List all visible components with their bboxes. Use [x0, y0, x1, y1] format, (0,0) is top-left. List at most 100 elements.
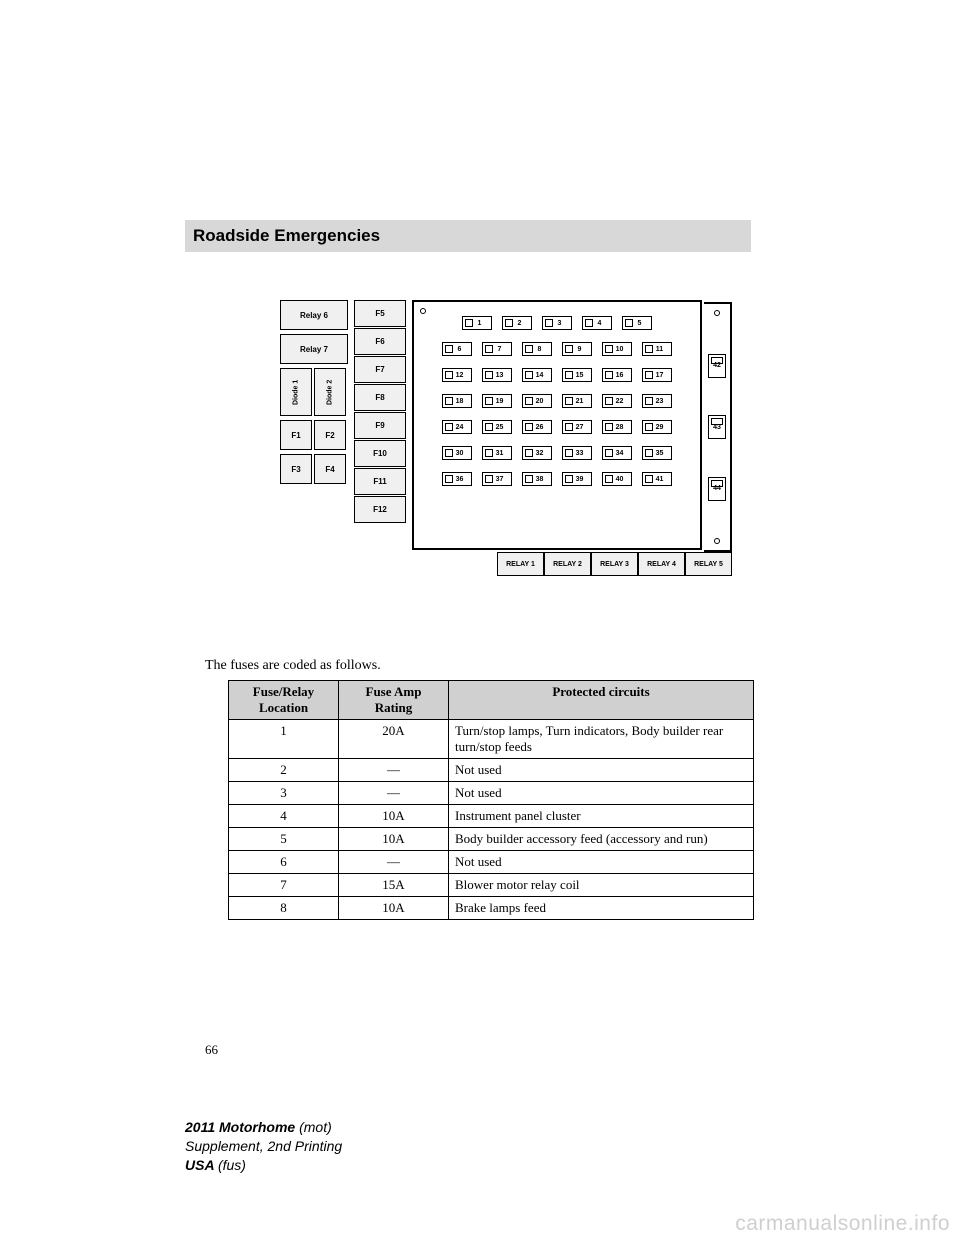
fuse-f5: F5 — [354, 300, 406, 327]
cell-location: 1 — [229, 720, 339, 759]
cell-circuits: Turn/stop lamps, Turn indicators, Body b… — [449, 720, 754, 759]
fuse-24: 24 — [442, 420, 472, 434]
fuse-31: 31 — [482, 446, 512, 460]
fuse-4: 4 — [582, 316, 612, 330]
fuse-15: 15 — [562, 368, 592, 382]
fuse-34: 34 — [602, 446, 632, 460]
cell-location: 5 — [229, 828, 339, 851]
watermark: carmanualsonline.info — [735, 1212, 950, 1236]
cell-location: 2 — [229, 759, 339, 782]
fuse-11: 11 — [642, 342, 672, 356]
table-row: 715ABlower motor relay coil — [229, 874, 754, 897]
th-location: Fuse/RelayLocation — [229, 681, 339, 720]
main-fuse-panel: 1234567891011121314151617181920212223242… — [412, 300, 702, 550]
cell-circuits: Not used — [449, 851, 754, 874]
diode-2: Diode 2 — [314, 368, 346, 416]
footer-model: 2011 Motorhome — [185, 1119, 299, 1135]
table-row: 510ABody builder accessory feed (accesso… — [229, 828, 754, 851]
fuse-13: 13 — [482, 368, 512, 382]
relay-bottom-row: RELAY 1 RELAY 2 RELAY 3 RELAY 4 RELAY 5 — [497, 552, 732, 576]
section-title: Roadside Emergencies — [193, 226, 380, 246]
fuse-40: 40 — [602, 472, 632, 486]
fuse-7: 7 — [482, 342, 512, 356]
diode-1: Diode 1 — [280, 368, 312, 416]
page-number: 66 — [205, 1042, 218, 1058]
fuse-f11: F11 — [354, 468, 406, 495]
f1: F1 — [280, 420, 312, 450]
cell-location: 8 — [229, 897, 339, 920]
cell-rating: — — [339, 759, 449, 782]
fuse-32: 32 — [522, 446, 552, 460]
relay-7: Relay 7 — [280, 334, 348, 364]
relay-2: RELAY 2 — [544, 552, 591, 576]
fuse-35: 35 — [642, 446, 672, 460]
fuse-5: 5 — [622, 316, 652, 330]
f4: F4 — [314, 454, 346, 484]
fuse-30: 30 — [442, 446, 472, 460]
fuse-table: Fuse/RelayLocation Fuse AmpRating Protec… — [228, 680, 754, 920]
table-row: 120ATurn/stop lamps, Turn indicators, Bo… — [229, 720, 754, 759]
th-circuits: Protected circuits — [449, 681, 754, 720]
fuse-43: 43 — [708, 415, 726, 439]
fuse-39: 39 — [562, 472, 592, 486]
f2: F2 — [314, 420, 346, 450]
fuse-27: 27 — [562, 420, 592, 434]
cell-rating: 10A — [339, 897, 449, 920]
cell-location: 4 — [229, 805, 339, 828]
relay-5: RELAY 5 — [685, 552, 732, 576]
fuse-6: 6 — [442, 342, 472, 356]
relay-6: Relay 6 — [280, 300, 348, 330]
cell-rating: 15A — [339, 874, 449, 897]
relay-1: RELAY 1 — [497, 552, 544, 576]
fuse-2: 2 — [502, 316, 532, 330]
cell-circuits: Not used — [449, 782, 754, 805]
fuse-44: 44 — [708, 477, 726, 501]
table-row: 2—Not used — [229, 759, 754, 782]
cell-rating: — — [339, 851, 449, 874]
cell-circuits: Not used — [449, 759, 754, 782]
fuse-f7: F7 — [354, 356, 406, 383]
left-stack: Relay 6 Relay 7 Diode 1 Diode 2 F1 F2 F3… — [280, 300, 348, 550]
fuse-14: 14 — [522, 368, 552, 382]
fuse-25: 25 — [482, 420, 512, 434]
fuse-1: 1 — [462, 316, 492, 330]
fuse-f10: F10 — [354, 440, 406, 467]
fuse-3: 3 — [542, 316, 572, 330]
relay-4: RELAY 4 — [638, 552, 685, 576]
footer-code1: (mot) — [299, 1119, 332, 1135]
cell-circuits: Brake lamps feed — [449, 897, 754, 920]
footer-supplement: Supplement, 2nd Printing — [185, 1137, 342, 1156]
fuse-18: 18 — [442, 394, 472, 408]
fuse-9: 9 — [562, 342, 592, 356]
cell-location: 7 — [229, 874, 339, 897]
cell-circuits: Body builder accessory feed (accessory a… — [449, 828, 754, 851]
fuse-8: 8 — [522, 342, 552, 356]
f3: F3 — [280, 454, 312, 484]
fuse-21: 21 — [562, 394, 592, 408]
mid-fuse-stack: F5 F6 F7 F8 F9 F10 F11 F12 — [354, 300, 406, 550]
footer: 2011 Motorhome (mot) Supplement, 2nd Pri… — [185, 1118, 342, 1175]
fuse-10: 10 — [602, 342, 632, 356]
fuse-16: 16 — [602, 368, 632, 382]
fuse-33: 33 — [562, 446, 592, 460]
fuse-29: 29 — [642, 420, 672, 434]
intro-text: The fuses are coded as follows. — [205, 658, 381, 674]
fuse-28: 28 — [602, 420, 632, 434]
cell-rating: 10A — [339, 828, 449, 851]
table-row: 410AInstrument panel cluster — [229, 805, 754, 828]
th-rating: Fuse AmpRating — [339, 681, 449, 720]
fuse-17: 17 — [642, 368, 672, 382]
relay-3: RELAY 3 — [591, 552, 638, 576]
fuse-f8: F8 — [354, 384, 406, 411]
fuse-12: 12 — [442, 368, 472, 382]
fuse-42: 42 — [708, 354, 726, 378]
fuse-20: 20 — [522, 394, 552, 408]
table-row: 3—Not used — [229, 782, 754, 805]
fuse-f6: F6 — [354, 328, 406, 355]
footer-region: USA — [185, 1157, 218, 1173]
cell-circuits: Instrument panel cluster — [449, 805, 754, 828]
footer-code2: (fus) — [218, 1157, 246, 1173]
cell-circuits: Blower motor relay coil — [449, 874, 754, 897]
fuse-19: 19 — [482, 394, 512, 408]
table-row: 6—Not used — [229, 851, 754, 874]
